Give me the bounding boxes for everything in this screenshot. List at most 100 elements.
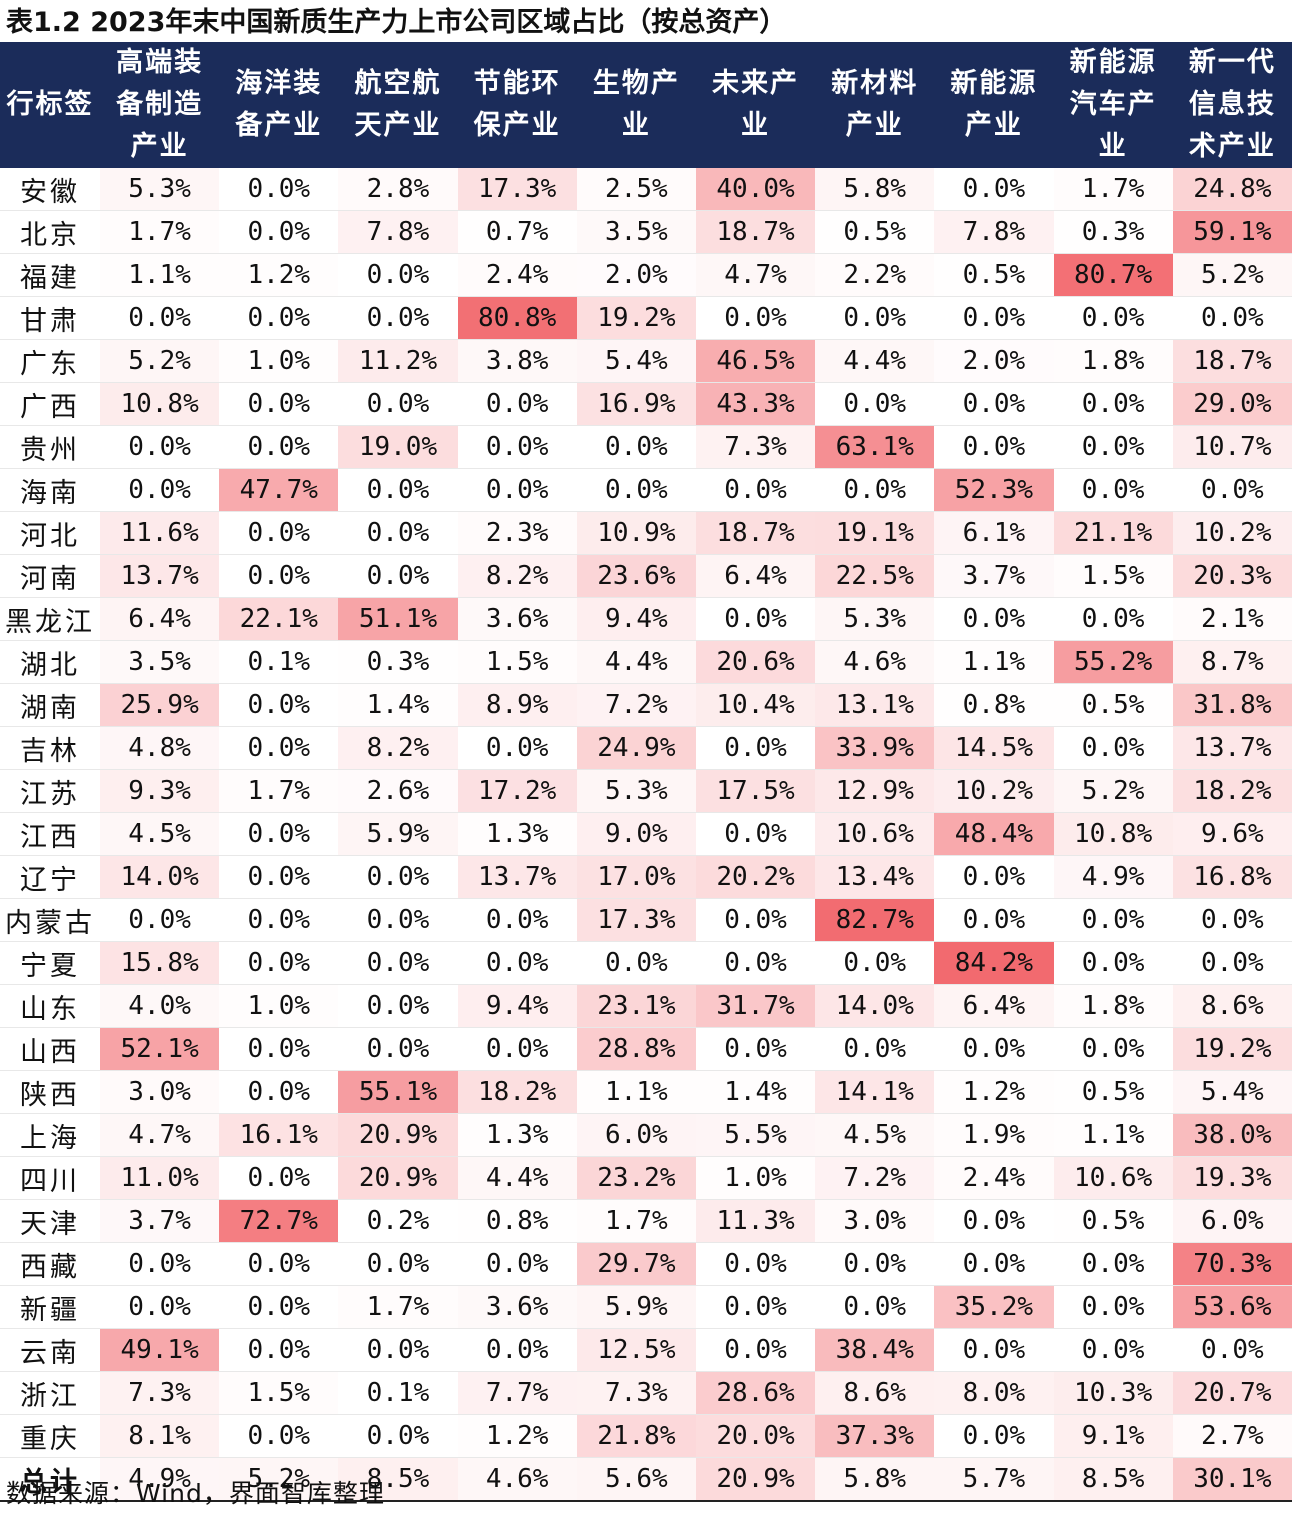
value-cell: 20.2% [695,855,816,899]
value-cell: 0.0% [219,812,339,856]
region-cell: 山东 [0,984,100,1028]
value-cell: 12.9% [815,769,935,813]
column-header[interactable]: 节能环保产业 [457,42,577,168]
column-header[interactable]: 新材料产业 [815,42,935,168]
value-cell: 1.8% [1053,339,1173,383]
value-cell: 46.5% [695,339,816,383]
value-cell: 5.2% [100,339,220,383]
value-cell: 0.0% [1172,296,1292,340]
value-cell: 63.1% [815,425,935,469]
value-cell: 0.0% [219,1414,339,1458]
value-cell: 2.3% [457,511,577,555]
value-cell: 2.0% [576,253,696,297]
table-row: 云南 49.1% 0.0% 0.0% 0.0% 12.5% 0.0% 38.4% 0.0% 0.0… [0,1328,1292,1372]
value-cell: 20.7% [1172,1371,1292,1415]
column-header[interactable]: 海洋装备产业 [219,42,339,168]
value-cell: 17.3% [576,898,696,942]
value-cell: 9.6% [1172,812,1292,856]
value-cell: 0.0% [219,1328,339,1372]
value-cell: 0.0% [100,425,220,469]
value-cell: 0.0% [815,1285,935,1329]
value-cell: 20.3% [1172,554,1292,598]
table-row: 福建 1.1% 1.2% 0.0% 2.4% 2.0% 4.7% 2.2% 0.5% 80.7% 5… [0,253,1292,297]
value-cell: 3.0% [100,1070,220,1114]
value-cell: 0.0% [934,1027,1054,1071]
region-cell: 湖南 [0,683,100,727]
value-cell: 0.8% [457,1199,577,1243]
region-cell: 西藏 [0,1242,100,1286]
column-header[interactable]: 生物产业 [576,42,696,168]
value-cell: 1.7% [576,1199,696,1243]
value-cell: 20.0% [695,1414,816,1458]
region-cell: 浙江 [0,1371,100,1415]
value-cell: 10.2% [934,769,1054,813]
column-header[interactable]: 新一代信息技术产业 [1172,42,1292,168]
value-cell: 18.7% [695,511,816,555]
value-cell: 0.0% [1053,597,1173,641]
value-cell: 13.7% [100,554,220,598]
value-cell: 7.2% [815,1156,935,1200]
value-cell: 7.7% [457,1371,577,1415]
value-cell: 0.0% [338,296,458,340]
table-row: 浙江 7.3% 1.5% 0.1% 7.7% 7.3% 28.6% 8.6% 8.0% 10.3%… [0,1371,1292,1415]
value-cell: 7.3% [695,425,816,469]
value-cell: 0.1% [338,1371,458,1415]
value-cell: 1.2% [934,1070,1054,1114]
table-row: 河南 13.7% 0.0% 0.0% 8.2% 23.6% 6.4% 22.5% 3.7% 1.5… [0,554,1292,598]
value-cell: 28.6% [695,1371,816,1415]
table-row: 宁夏 15.8% 0.0% 0.0% 0.0% 0.0% 0.0% 0.0% 84.2% 0.0%… [0,941,1292,985]
value-cell: 9.4% [576,597,696,641]
value-cell: 0.3% [1053,210,1173,254]
value-cell: 0.0% [100,1242,220,1286]
value-cell: 0.5% [815,210,935,254]
value-cell: 6.0% [1172,1199,1292,1243]
value-cell: 3.7% [934,554,1054,598]
value-cell: 12.5% [576,1328,696,1372]
value-cell: 17.2% [457,769,577,813]
value-cell: 7.8% [338,210,458,254]
row-label-header[interactable]: 行标签 [0,42,100,168]
column-header[interactable]: 新能源产业 [934,42,1054,168]
value-cell: 11.0% [100,1156,220,1200]
value-cell: 10.6% [1053,1156,1173,1200]
value-cell: 8.6% [815,1371,935,1415]
table-row: 湖北 3.5% 0.1% 0.3% 1.5% 4.4% 20.6% 4.6% 1.1% 55.2%… [0,640,1292,684]
value-cell: 0.3% [338,640,458,684]
value-cell: 0.0% [934,296,1054,340]
column-header[interactable]: 新能源汽车产业 [1053,42,1173,168]
column-header[interactable]: 高端装备制造产业 [100,42,220,168]
total-row: 总计 4.9% 5.2% 8.5% 4.6% 5.6% 20.9% 5.8% 5.7% 8.5% 3… [0,1457,1292,1502]
value-cell: 1.1% [934,640,1054,684]
value-cell: 20.6% [695,640,816,684]
region-cell: 云南 [0,1328,100,1372]
value-cell: 0.0% [457,1328,577,1372]
value-cell: 3.5% [100,640,220,684]
value-cell: 15.8% [100,941,220,985]
value-cell: 29.7% [576,1242,696,1286]
value-cell: 2.6% [338,769,458,813]
value-cell: 0.0% [815,941,935,985]
value-cell: 0.0% [1053,726,1173,770]
table-row: 河北 11.6% 0.0% 0.0% 2.3% 10.9% 18.7% 19.1% 6.1% 21… [0,511,1292,555]
value-cell: 80.7% [1053,253,1173,297]
value-cell: 5.3% [100,168,220,211]
value-cell: 5.2% [1053,769,1173,813]
value-cell: 0.0% [695,1285,816,1329]
value-cell: 5.5% [695,1113,816,1157]
value-cell: 19.3% [1172,1156,1292,1200]
value-cell: 7.3% [100,1371,220,1415]
column-header[interactable]: 航空航天产业 [338,42,458,168]
value-cell: 8.5% [338,1457,458,1502]
value-cell: 10.7% [1172,425,1292,469]
value-cell: 13.7% [1172,726,1292,770]
column-header[interactable]: 未来产业 [695,42,816,168]
value-cell: 0.0% [338,1242,458,1286]
value-cell: 5.4% [1172,1070,1292,1114]
value-cell: 55.2% [1053,640,1173,684]
value-cell: 0.0% [219,683,339,727]
table-row: 江西 4.5% 0.0% 5.9% 1.3% 9.0% 0.0% 10.6% 48.4% 10.8… [0,812,1292,856]
value-cell: 0.5% [1053,1070,1173,1114]
value-cell: 0.0% [338,941,458,985]
value-cell: 1.7% [338,1285,458,1329]
table-row: 天津 3.7% 72.7% 0.2% 0.8% 1.7% 11.3% 3.0% 0.0% 0.5%… [0,1199,1292,1243]
